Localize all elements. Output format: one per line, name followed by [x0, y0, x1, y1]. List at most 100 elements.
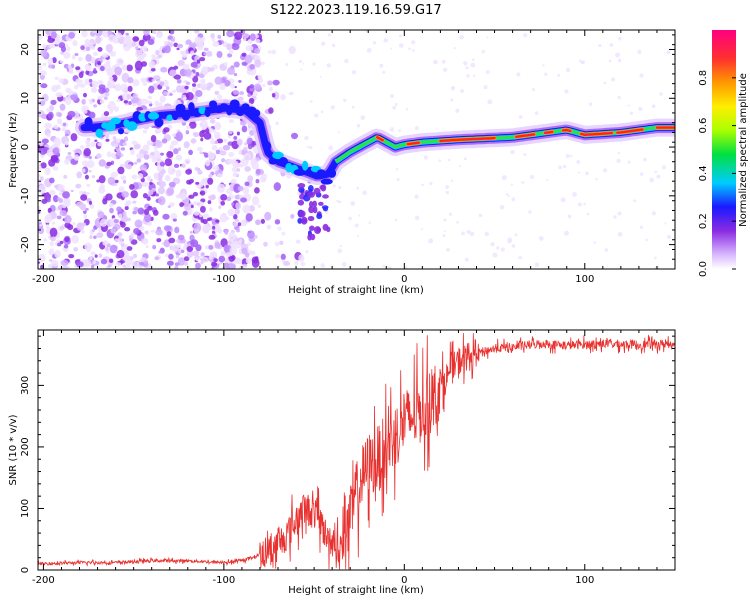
- spectrogram-noise-blob: [212, 41, 220, 48]
- spectrogram-noise-blob: [184, 85, 189, 90]
- spectrogram-noise-blob: [98, 84, 106, 90]
- spectrogram-noise-blob: [167, 35, 173, 40]
- spectrogram-noise-blob: [174, 265, 179, 269]
- ridge-blob: [226, 107, 233, 116]
- spectrogram-noise-blob: [103, 62, 111, 72]
- spectrogram-noise-blob: [50, 99, 57, 105]
- spectrogram-noise-blob: [88, 244, 92, 248]
- spectrogram-noise-blob: [43, 238, 47, 242]
- spectrogram-noise-blob: [110, 227, 117, 234]
- spectrogram-noise-blob: [60, 45, 67, 53]
- spectrogram-speckle: [305, 250, 309, 254]
- spectrogram-speckle: [408, 47, 411, 51]
- spectrogram-noise-blob: [98, 159, 106, 167]
- spectrogram-noise-blob: [164, 158, 173, 167]
- spectrogram-noise-blob: [142, 237, 149, 245]
- spectrogram-noise-blob: [51, 259, 59, 267]
- spectrogram-speckle: [656, 174, 661, 179]
- spectrogram-noise-blob: [123, 136, 129, 142]
- spectrogram-noise-blob: [83, 259, 92, 268]
- spectrogram-speckle: [471, 58, 475, 61]
- ridge-hot-core: [616, 128, 644, 134]
- spectrogram-speckle: [389, 127, 395, 132]
- colorbar-tick-label: 0.4: [698, 165, 709, 181]
- spectrogram-speckle: [328, 145, 334, 151]
- ridge-blob: [328, 169, 337, 178]
- spectrogram-noise-blob: [195, 257, 199, 262]
- spectrogram-noise-blob: [116, 98, 121, 103]
- spectrogram-noise-blob: [226, 30, 235, 38]
- spectrogram-speckle: [518, 115, 523, 119]
- spectrogram-noise-blob: [195, 262, 201, 269]
- spectrogram-speckle: [387, 266, 392, 269]
- spectrogram-noise-blob: [50, 43, 55, 49]
- spectrogram-noise-blob: [182, 96, 187, 101]
- spectrogram-noise-blob: [130, 239, 138, 245]
- spectrogram-noise-blob: [211, 261, 218, 267]
- spectrogram-noise-blob: [272, 79, 280, 86]
- spectrogram-noise-blob: [69, 94, 78, 101]
- ridge-blob: [198, 106, 206, 115]
- spectrogram-noise-blob: [166, 260, 174, 266]
- spectrogram-noise-blob: [72, 222, 76, 226]
- spectrogram-noise-blob: [205, 184, 209, 189]
- spectrogram-noise-blob: [64, 96, 72, 106]
- spectrogram-noise-blob: [88, 155, 92, 160]
- spectrogram-noise-blob: [157, 54, 163, 59]
- spectrogram-noise-blob: [253, 48, 261, 55]
- spectrogram-noise-blob: [132, 102, 137, 107]
- spectrogram-branch-blob: [298, 210, 306, 218]
- spectrogram-speckle: [667, 234, 672, 239]
- spectrogram-noise-blob: [196, 202, 200, 206]
- spectrogram-noise-blob: [159, 161, 165, 167]
- y-tick-label: 20: [20, 43, 31, 56]
- spectrogram-speckle: [613, 215, 617, 219]
- spectrogram-noise-blob: [88, 111, 96, 119]
- spectrogram-speckle: [516, 72, 521, 77]
- spectrogram-noise-blob: [142, 33, 151, 41]
- spectrogram-noise-blob: [38, 174, 41, 178]
- spectrogram-noise-blob: [89, 234, 93, 239]
- spectrogram-noise-blob: [38, 253, 46, 263]
- spectrogram-noise-blob: [105, 266, 110, 269]
- spectrogram-speckle: [314, 113, 319, 118]
- spectrogram-speckle: [460, 89, 465, 93]
- spectrogram-noise-blob: [45, 213, 52, 221]
- spectrogram-speckle: [557, 73, 561, 77]
- spectrogram-noise-blob: [38, 164, 42, 172]
- spectrogram-noise-blob: [280, 94, 286, 101]
- spectrogram-noise-blob: [241, 247, 248, 255]
- spectrogram-noise-blob: [151, 79, 155, 82]
- spectrogram-noise-blob: [226, 43, 233, 51]
- ridge-blob: [301, 160, 309, 171]
- spectrogram-speckle: [423, 155, 428, 160]
- spectrogram-speckle: [639, 225, 644, 229]
- y-tick-label: 10: [20, 92, 31, 105]
- spectrogram-noise-blob: [146, 140, 154, 146]
- spectrogram-noise-blob: [173, 74, 182, 80]
- spectrogram-speckle: [414, 126, 419, 131]
- spectrogram-noise-blob: [116, 58, 124, 66]
- spectrogram-speckle: [267, 50, 272, 54]
- spectrogram-noise-blob: [59, 209, 67, 217]
- spectrogram-noise-blob: [160, 169, 166, 175]
- spectrogram-noise-blob: [234, 258, 243, 265]
- ridge-blob: [95, 128, 104, 138]
- spectrogram-noise-blob: [75, 261, 84, 268]
- spectrogram-noise-blob: [213, 258, 218, 263]
- spectrogram-speckle: [366, 48, 372, 53]
- spectrogram-noise-blob: [147, 205, 153, 211]
- spectrogram-speckle: [310, 100, 313, 103]
- ridge-blob: [320, 178, 333, 185]
- spectrogram-noise-blob: [214, 76, 223, 85]
- ridge-blob: [268, 157, 277, 165]
- spectrogram-noise-blob: [185, 130, 190, 135]
- spectrogram-noise-blob: [226, 196, 232, 202]
- spectrogram-noise-blob: [190, 204, 194, 209]
- spectrogram-noise-blob: [38, 65, 42, 71]
- spectrogram-noise-blob: [168, 253, 174, 260]
- spectrogram-noise-blob: [215, 219, 220, 223]
- spectrogram-speckle: [560, 197, 566, 203]
- spectrogram-speckle: [511, 197, 516, 202]
- spectrogram-noise-blob: [126, 64, 133, 72]
